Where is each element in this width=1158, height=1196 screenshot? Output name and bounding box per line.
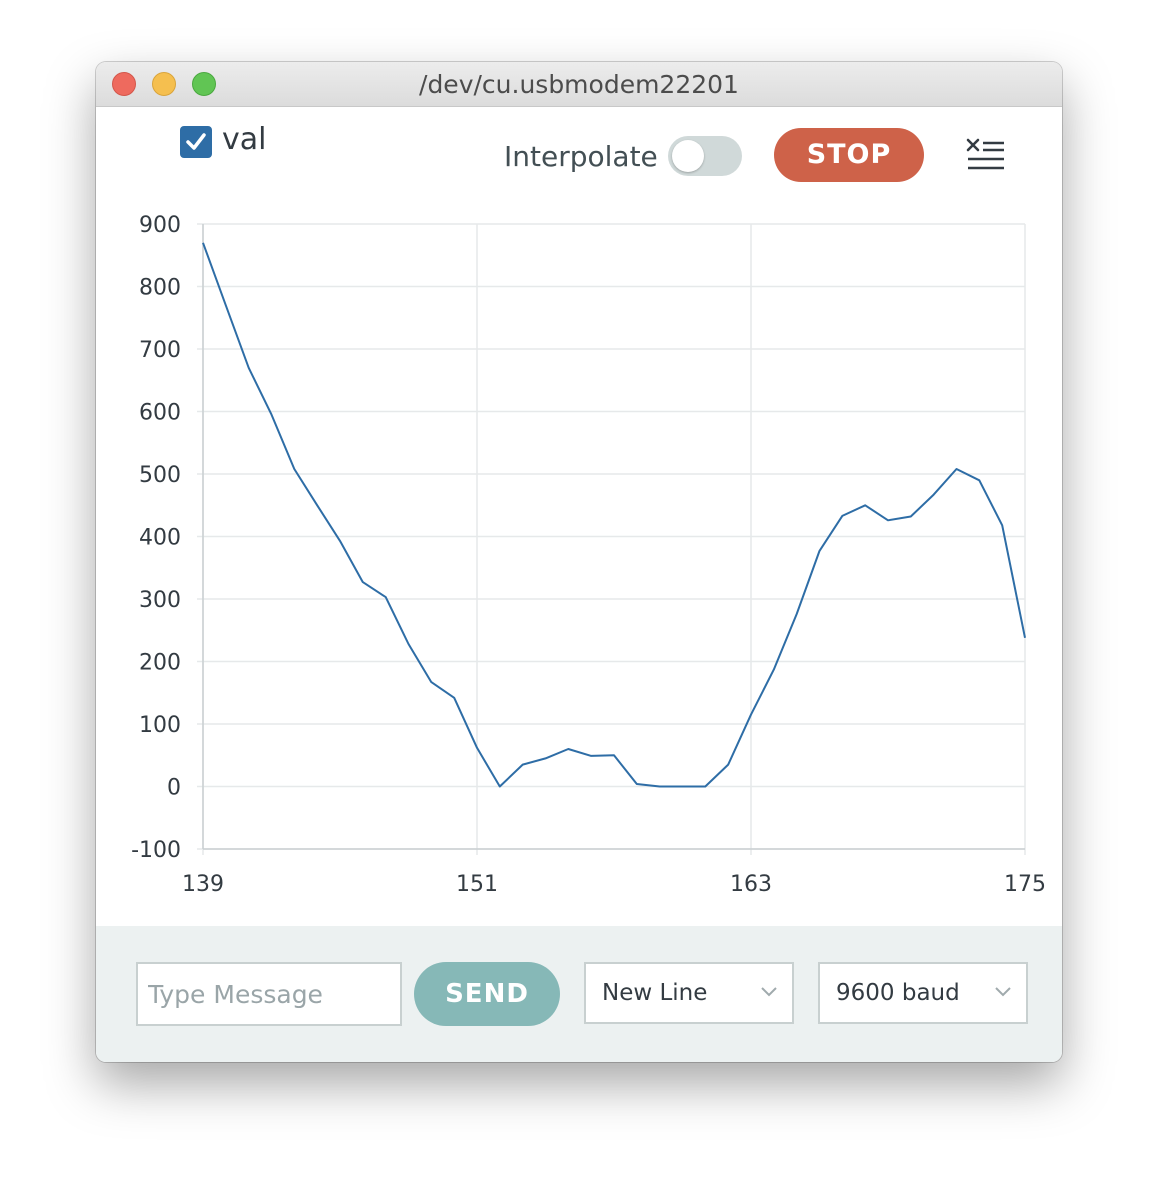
- x-tick-label: 151: [456, 872, 498, 897]
- x-tick-label: 175: [1004, 872, 1046, 897]
- y-tick-label: 600: [139, 401, 181, 426]
- series-legend-label: val: [222, 122, 267, 157]
- clear-output-icon[interactable]: [966, 138, 1008, 174]
- line-ending-value: New Line: [602, 980, 708, 1006]
- baud-rate-value: 9600 baud: [836, 980, 960, 1006]
- y-tick-label: 900: [139, 213, 181, 238]
- y-tick-label: 200: [139, 651, 181, 676]
- stop-button[interactable]: STOP: [774, 128, 924, 182]
- chevron-down-icon: [761, 987, 777, 997]
- x-tick-label: 163: [730, 872, 772, 897]
- y-tick-label: 400: [139, 526, 181, 551]
- chevron-down-icon: [995, 987, 1011, 997]
- y-tick-label: 700: [139, 338, 181, 363]
- serial-plotter-window: /dev/cu.usbmodem22201 val Interpolate ST…: [96, 62, 1062, 1062]
- minimize-window-button[interactable]: [152, 72, 176, 96]
- toggle-knob: [672, 140, 704, 172]
- y-tick-label: 500: [139, 463, 181, 488]
- baud-rate-select[interactable]: 9600 baud: [818, 962, 1028, 1024]
- y-tick-label: -100: [131, 838, 181, 863]
- close-window-button[interactable]: [112, 72, 136, 96]
- series-line-val: [202, 242, 1026, 788]
- zoom-window-button[interactable]: [192, 72, 216, 96]
- line-ending-select[interactable]: New Line: [584, 962, 794, 1024]
- y-tick-label: 0: [167, 776, 181, 801]
- y-tick-label: 800: [139, 276, 181, 301]
- title-bar: /dev/cu.usbmodem22201: [96, 62, 1062, 107]
- checkmark-icon: [186, 133, 206, 150]
- footer-bar: SEND New Line 9600 baud: [96, 926, 1062, 1062]
- interpolate-label: Interpolate: [504, 140, 658, 173]
- send-button[interactable]: SEND: [414, 962, 560, 1026]
- interpolate-toggle[interactable]: [668, 136, 742, 176]
- series-visibility-checkbox[interactable]: [180, 126, 212, 158]
- y-tick-label: 100: [139, 713, 181, 738]
- message-input[interactable]: [136, 962, 402, 1026]
- window-title: /dev/cu.usbmodem22201: [419, 70, 739, 99]
- y-tick-label: 300: [139, 588, 181, 613]
- x-tick-label: 139: [182, 872, 224, 897]
